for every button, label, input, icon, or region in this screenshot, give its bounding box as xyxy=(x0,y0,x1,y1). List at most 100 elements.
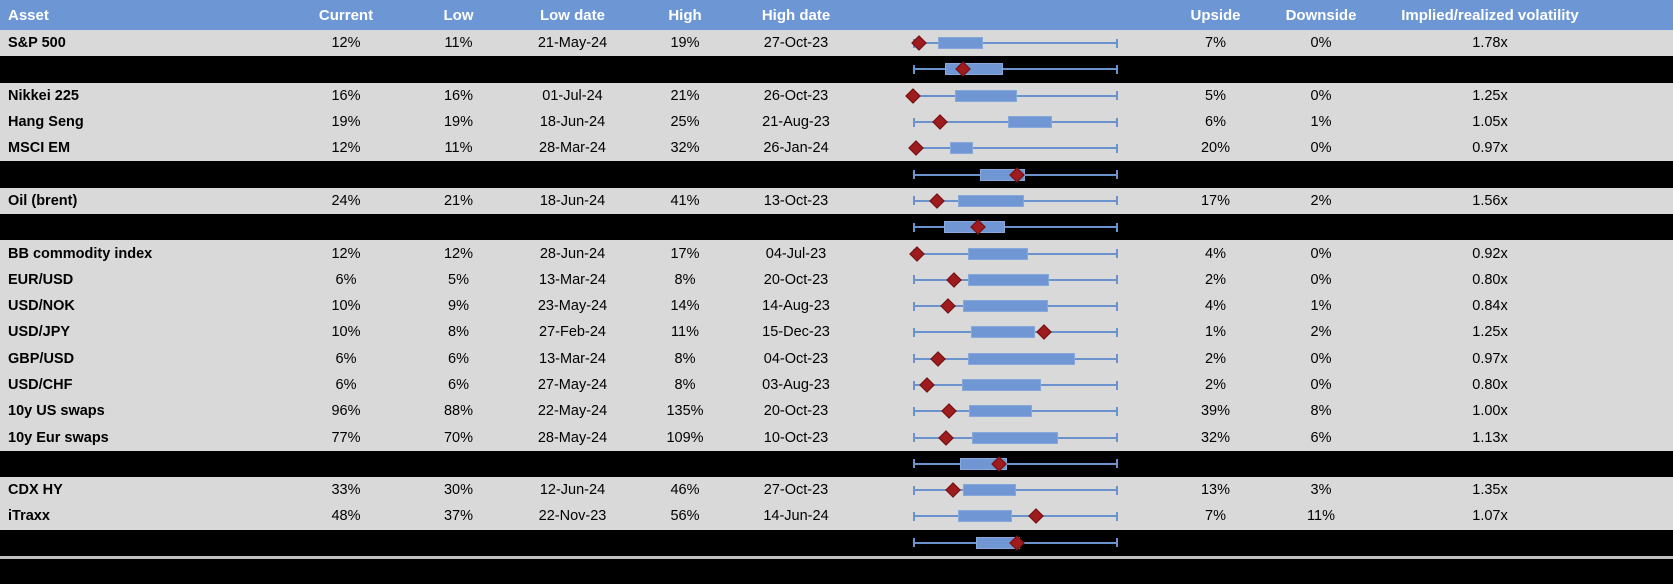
high-value: 32% xyxy=(670,140,700,157)
current-level-diamond-icon xyxy=(941,403,957,420)
whisker-cap-right xyxy=(1116,91,1118,101)
downside-value: 0% xyxy=(1310,245,1332,262)
low-value: 6% xyxy=(448,377,469,393)
whisker-cap-right xyxy=(1116,301,1118,311)
low-date-value: 01-Jul-24 xyxy=(542,87,603,104)
current-level-diamond-icon xyxy=(1036,324,1052,341)
header-cell-asset: Asset xyxy=(8,6,49,24)
aggregate-boxplot-row xyxy=(0,56,1673,83)
whisker-cap-right xyxy=(1116,538,1118,548)
header-cell-downside: Downside xyxy=(1285,6,1357,24)
upside-value: 20% xyxy=(1200,140,1231,157)
high-value: 19% xyxy=(670,35,700,52)
high-value: 135% xyxy=(666,403,704,420)
current-value: 6% xyxy=(335,271,357,288)
table-row: USD/JPY 10% 8% 27-Feb-24 11% 15-Dec-23 1… xyxy=(0,319,1673,346)
table-row: GBP/USD 6% 6% 13-Mar-24 8% 04-Oct-23 2% … xyxy=(0,345,1673,372)
downside-value: 3% xyxy=(1310,482,1332,499)
bottom-filler-row xyxy=(0,558,1673,584)
whisker-line xyxy=(913,226,1118,229)
high-value: 11% xyxy=(671,324,699,341)
high-value: 41% xyxy=(670,192,700,209)
high-value: 25% xyxy=(670,114,700,131)
header-cell-vol-ratio: Implied/realized volatility xyxy=(1401,6,1579,24)
low-date-value: 23-May-24 xyxy=(537,298,608,315)
low-value: 5% xyxy=(448,271,469,288)
low-value: 6% xyxy=(448,350,469,367)
low-value: 37% xyxy=(443,508,474,525)
current-level-diamond-icon xyxy=(946,272,962,288)
asset-name: 10y Eur swaps xyxy=(8,429,109,446)
whisker-cap-right xyxy=(1116,170,1118,180)
low-value: 8% xyxy=(448,324,469,341)
downside-value: 2% xyxy=(1310,192,1332,209)
whisker-cap-left xyxy=(913,485,915,495)
volatility-range-boxplot xyxy=(852,398,1163,424)
vol-ratio-value: 1.05x xyxy=(1472,114,1508,131)
volatility-range-boxplot xyxy=(852,451,1163,477)
header-cell-high: High xyxy=(668,6,702,24)
interquartile-box xyxy=(958,510,1012,523)
whisker-cap-left xyxy=(913,459,915,469)
table-row: USD/NOK 10% 9% 23-May-24 14% 14-Aug-23 4… xyxy=(0,292,1673,320)
downside-value: 2% xyxy=(1310,324,1332,341)
volatility-range-boxplot xyxy=(852,56,1163,82)
downside-value: 11% xyxy=(1307,508,1335,525)
interquartile-box xyxy=(961,379,1041,391)
whisker-cap-right xyxy=(1116,380,1118,390)
upside-value: 39% xyxy=(1200,403,1231,420)
interquartile-box xyxy=(971,326,1035,339)
vol-ratio-value: 1.13x xyxy=(1472,429,1508,446)
aggregate-boxplot-row xyxy=(0,214,1673,241)
asset-name: EUR/USD xyxy=(8,271,74,288)
whisker-cap-left xyxy=(913,301,915,311)
vol-ratio-value: 1.07x xyxy=(1472,508,1508,525)
high-date-value: 15-Dec-23 xyxy=(762,324,830,341)
whisker-line xyxy=(913,42,1118,45)
interquartile-box xyxy=(955,89,1017,102)
interquartile-box xyxy=(944,63,1003,76)
current-value: 24% xyxy=(331,192,361,209)
current-level-diamond-icon xyxy=(905,87,921,104)
whisker-cap-right xyxy=(1116,433,1118,443)
low-value: 30% xyxy=(443,482,474,499)
current-level-diamond-icon xyxy=(932,114,948,130)
header-cell-current: Current xyxy=(318,6,374,24)
asset-name: BB commodity index xyxy=(8,245,153,262)
whisker-line xyxy=(913,462,1118,465)
high-date-value: 27-Oct-23 xyxy=(763,482,829,499)
table-row: USD/CHF 6% 6% 27-May-24 8% 03-Aug-23 2% … xyxy=(0,371,1673,399)
vol-ratio-value: 1.25x xyxy=(1472,324,1508,341)
volatility-range-boxplot xyxy=(852,214,1163,240)
low-date-value: 18-Jun-24 xyxy=(539,114,606,131)
high-date-value: 26-Oct-23 xyxy=(763,87,829,104)
whisker-cap-right xyxy=(1116,196,1118,206)
current-value: 33% xyxy=(331,482,361,499)
low-date-value: 13-Mar-24 xyxy=(539,271,606,288)
high-value: 17% xyxy=(670,245,700,262)
asset-name: GBP/USD xyxy=(8,350,75,367)
table-header: Asset Current Low Low date High High dat… xyxy=(0,0,1673,30)
interquartile-box xyxy=(1007,116,1052,129)
volatility-range-boxplot xyxy=(852,530,1163,556)
whisker-cap-right xyxy=(1116,275,1118,285)
vol-ratio-value: 0.97x xyxy=(1472,140,1508,157)
low-value: 16% xyxy=(443,87,474,104)
whisker-cap-right xyxy=(1116,38,1118,48)
interquartile-box xyxy=(963,484,1016,497)
low-value: 19% xyxy=(443,114,474,131)
whisker-cap-left xyxy=(913,538,915,548)
low-value: 11% xyxy=(444,35,473,52)
whisker-cap-left xyxy=(913,406,915,416)
whisker-cap-left xyxy=(913,222,915,232)
whisker-cap-left xyxy=(913,433,915,443)
current-level-diamond-icon xyxy=(1028,508,1044,525)
current-value: 19% xyxy=(331,114,361,131)
whisker-cap-right xyxy=(1116,222,1118,232)
volatility-range-boxplot xyxy=(852,319,1163,345)
current-level-diamond-icon xyxy=(908,140,924,157)
aggregate-boxplot-row xyxy=(0,529,1673,556)
table-row: EUR/USD 6% 5% 13-Mar-24 8% 20-Oct-23 2% … xyxy=(0,266,1673,293)
whisker-cap-left xyxy=(913,275,915,285)
